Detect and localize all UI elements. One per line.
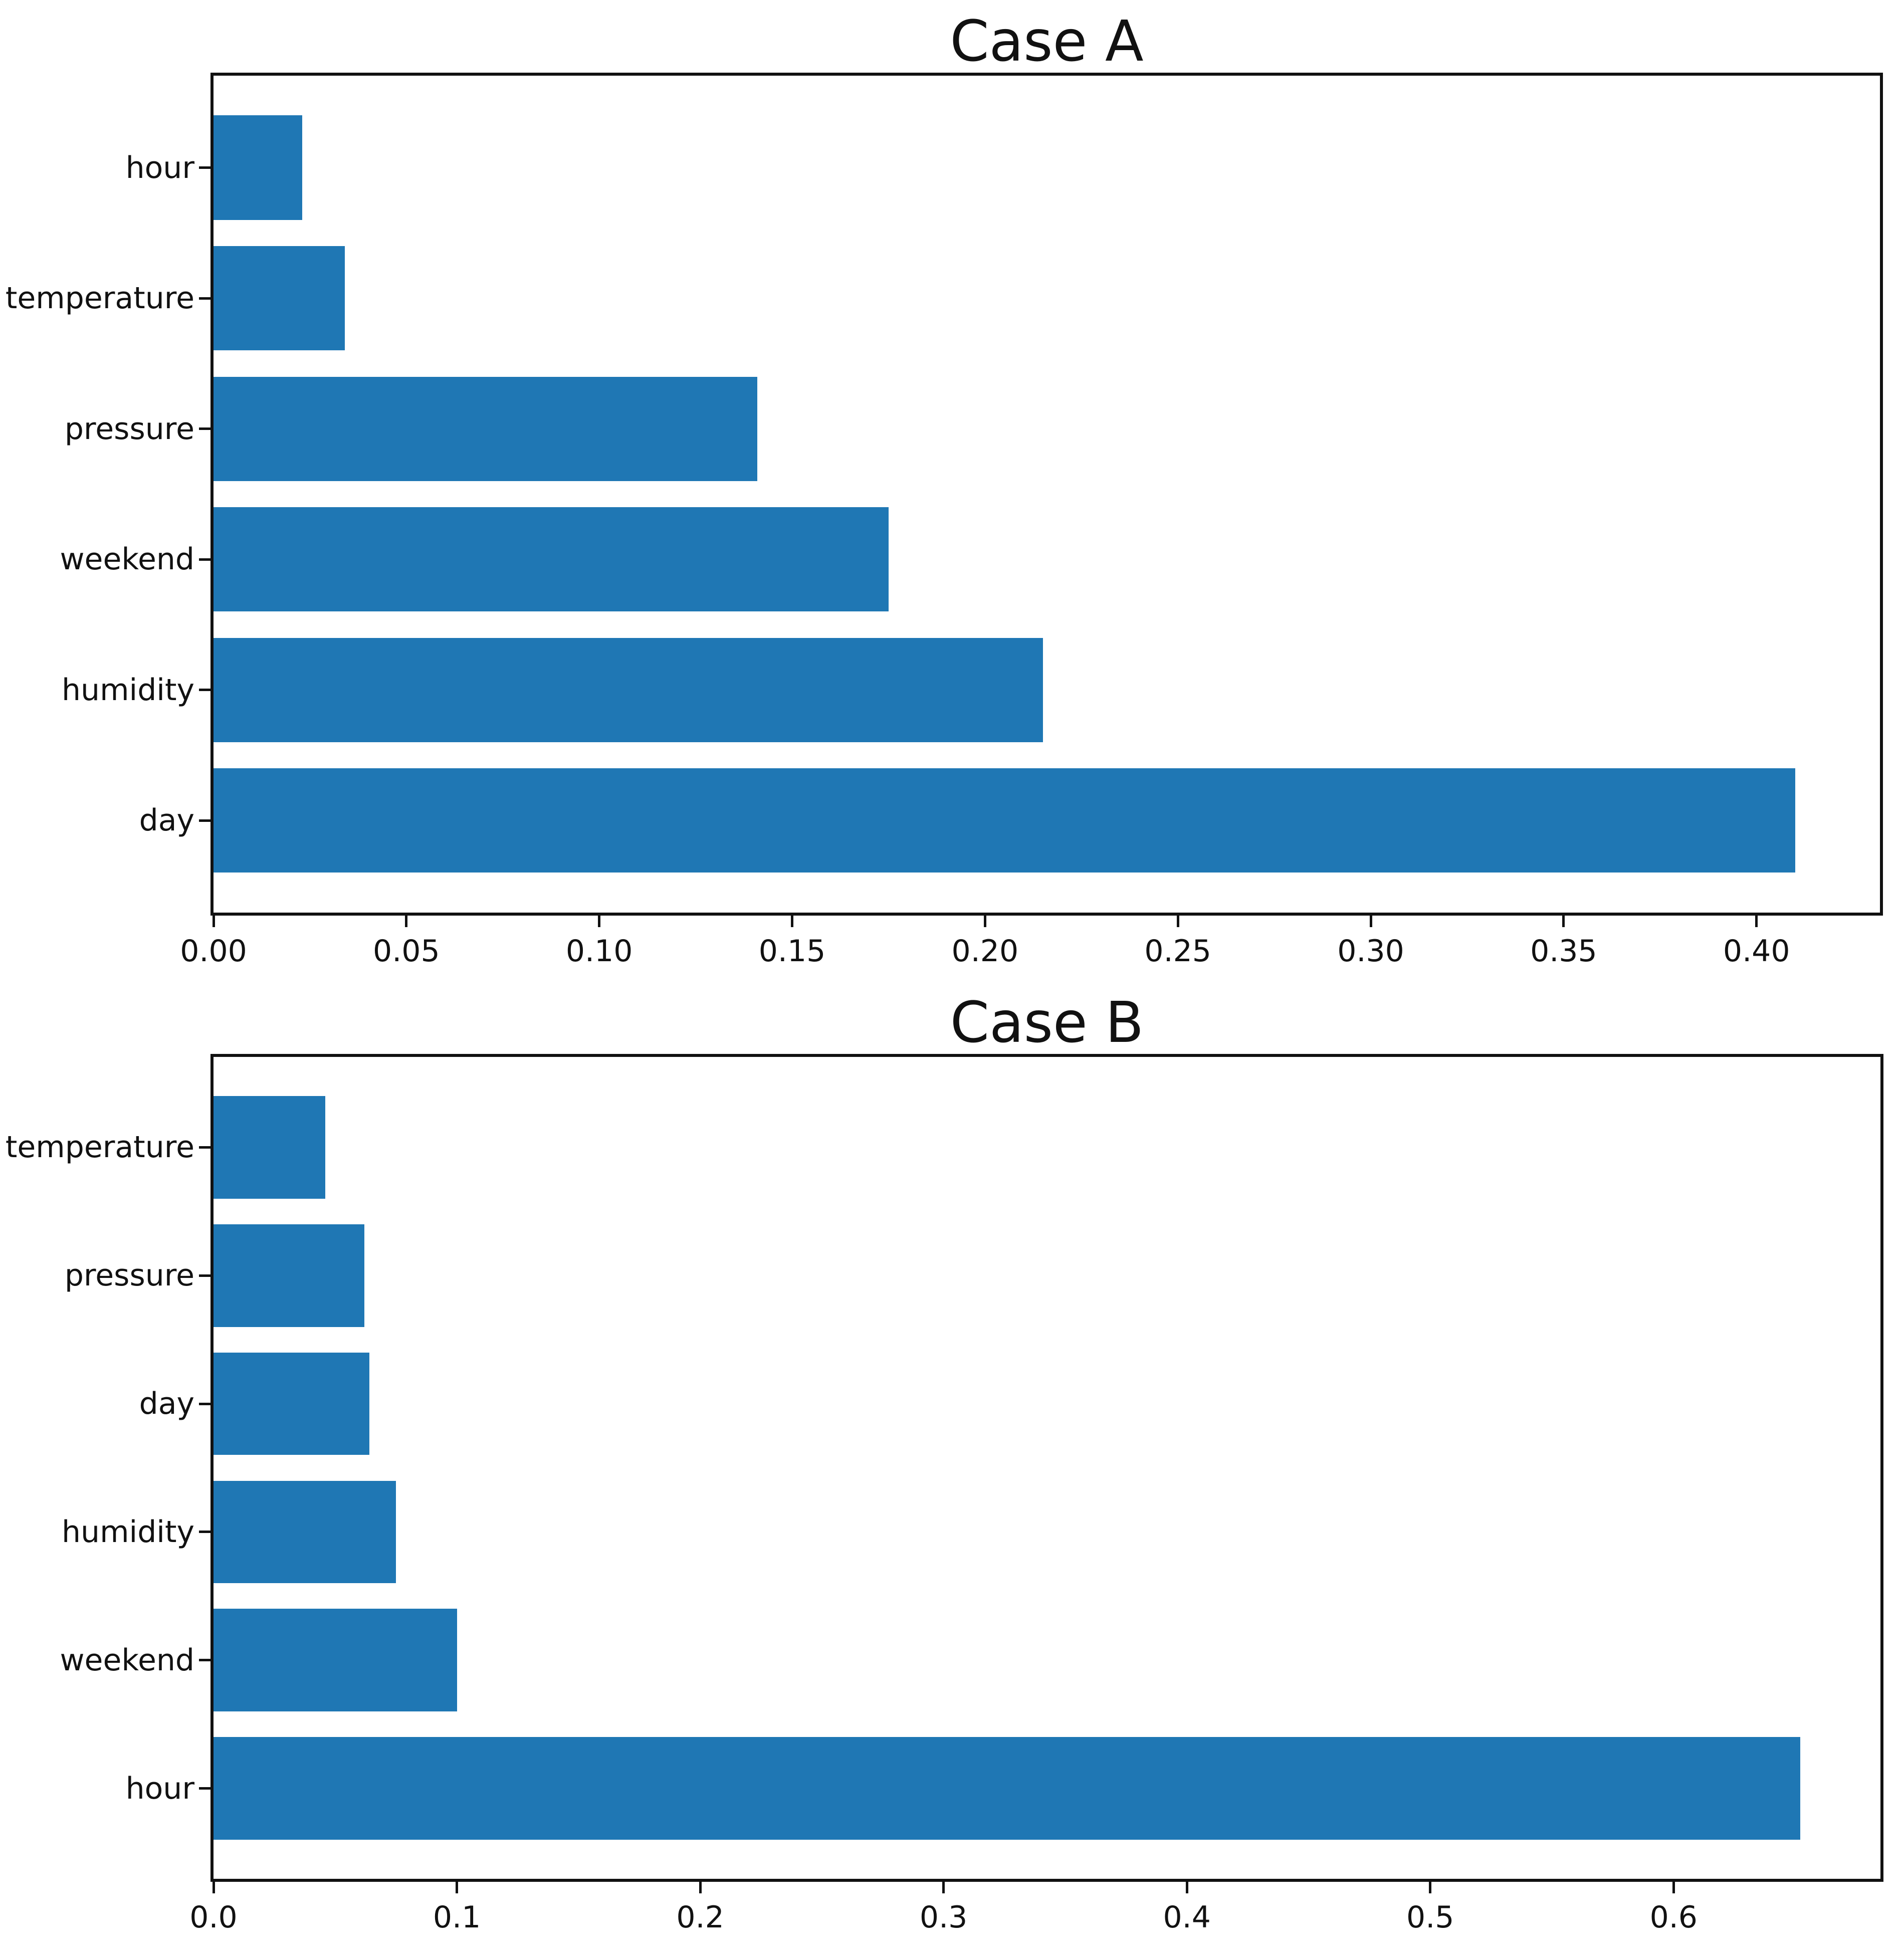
x-tick-label-0.1: 0.1 [433, 1900, 481, 1935]
bar-hour [214, 1737, 1800, 1840]
x-tick-label-0.30: 0.30 [1337, 934, 1404, 969]
y-tick-mark [199, 1402, 210, 1405]
y-tick-mark [199, 558, 210, 561]
y-tick-label-weekend: weekend [60, 1642, 194, 1678]
x-tick-mark [942, 1882, 945, 1893]
y-tick-label-humidity: humidity [62, 1514, 194, 1550]
x-tick-mark [212, 916, 215, 927]
y-tick-mark [199, 1659, 210, 1662]
y-tick-label-hour: hour [125, 150, 194, 185]
bar-humidity [214, 1480, 396, 1584]
bar-pressure [214, 1224, 364, 1327]
y-tick-label-weekend: weekend [60, 542, 194, 577]
y-tick-mark [199, 689, 210, 692]
x-tick-label-0.6: 0.6 [1649, 1900, 1698, 1935]
y-tick-mark [199, 819, 210, 822]
plot-area-case-b [210, 1054, 1883, 1882]
x-tick-label-0.10: 0.10 [565, 934, 633, 969]
y-tick-mark [199, 427, 210, 430]
x-tick-mark [1562, 916, 1565, 927]
y-tick-mark [199, 166, 210, 169]
y-tick-label-temperature: temperature [5, 281, 194, 316]
y-tick-mark [199, 1146, 210, 1149]
plot-area-case-a [210, 73, 1883, 916]
x-tick-label-0.15: 0.15 [758, 934, 826, 969]
bar-day [214, 1352, 369, 1455]
y-tick-label-hour: hour [125, 1771, 194, 1806]
x-tick-label-0.05: 0.05 [373, 934, 440, 969]
x-tick-mark [598, 916, 601, 927]
x-tick-label-0.00: 0.00 [180, 934, 247, 969]
x-tick-mark [212, 1882, 215, 1893]
bar-humidity [214, 637, 1043, 742]
x-tick-mark [983, 916, 986, 927]
x-tick-label-0.5: 0.5 [1406, 1900, 1454, 1935]
x-tick-label-0.2: 0.2 [676, 1900, 724, 1935]
x-tick-label-0.3: 0.3 [919, 1900, 968, 1935]
bar-hour [214, 115, 302, 220]
bar-weekend [214, 1609, 457, 1712]
y-tick-label-pressure: pressure [64, 411, 194, 447]
x-tick-mark [1369, 916, 1372, 927]
x-tick-label-0.20: 0.20 [951, 934, 1019, 969]
y-tick-label-day: day [139, 803, 194, 838]
chart-title-case-b: Case B [950, 990, 1144, 1056]
bar-temperature [214, 246, 345, 351]
x-tick-label-0.35: 0.35 [1530, 934, 1597, 969]
x-tick-label-0.25: 0.25 [1144, 934, 1211, 969]
bar-day [214, 768, 1795, 873]
chart-title-case-a: Case A [950, 9, 1144, 75]
x-tick-mark [1429, 1882, 1432, 1893]
x-tick-label-0.40: 0.40 [1723, 934, 1790, 969]
x-tick-mark [1672, 1882, 1675, 1893]
x-tick-mark [1755, 916, 1758, 927]
y-tick-mark [199, 1787, 210, 1790]
y-tick-label-pressure: pressure [64, 1258, 194, 1293]
bar-pressure [214, 376, 757, 481]
x-tick-mark [405, 916, 408, 927]
x-tick-mark [1185, 1882, 1188, 1893]
y-tick-mark [199, 1274, 210, 1277]
y-tick-label-humidity: humidity [62, 672, 194, 708]
y-tick-label-temperature: temperature [5, 1130, 194, 1165]
bar-weekend [214, 507, 889, 612]
x-tick-mark [699, 1882, 702, 1893]
y-tick-mark [199, 297, 210, 300]
x-tick-mark [456, 1882, 459, 1893]
y-tick-mark [199, 1531, 210, 1534]
x-tick-mark [1176, 916, 1179, 927]
y-tick-label-day: day [139, 1386, 194, 1422]
x-tick-label-0.4: 0.4 [1163, 1900, 1211, 1935]
x-tick-mark [791, 916, 793, 927]
bar-temperature [214, 1096, 325, 1199]
x-tick-label-0.0: 0.0 [189, 1900, 238, 1935]
